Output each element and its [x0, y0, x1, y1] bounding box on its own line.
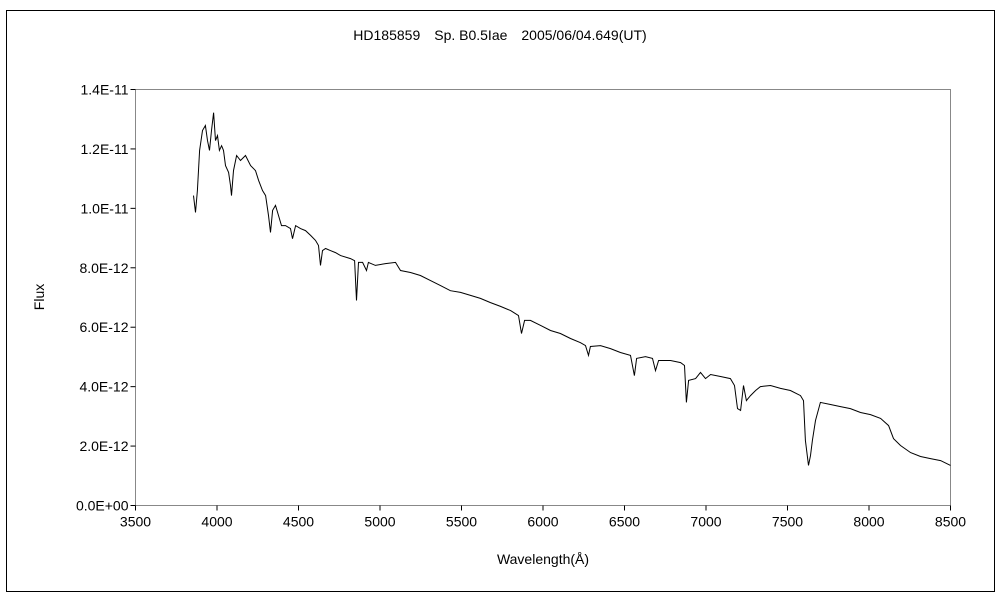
- y-tick-label: 4.0E-12: [79, 379, 128, 395]
- y-tick-label: 1.2E-11: [81, 141, 129, 157]
- x-tick-label: 7500: [772, 514, 803, 530]
- x-tick-label: 7000: [690, 514, 721, 530]
- x-tick-label: 4000: [201, 514, 232, 530]
- y-tick-label: 2.0E-12: [79, 438, 128, 454]
- y-tick-label: 0.0E+00: [76, 498, 129, 514]
- x-tick-label: 8500: [935, 514, 966, 530]
- y-tick-label: 1.0E-11: [81, 200, 129, 216]
- x-axis-label: Wavelength(Å): [497, 551, 589, 567]
- x-tick-label: 4500: [283, 514, 314, 530]
- x-axis: 3500 4000 4500 5000 5500 6000 6500 7000 7500 8000…: [120, 505, 966, 530]
- series-line-flux: [193, 112, 951, 466]
- y-tick-label: 8.0E-12: [79, 260, 128, 276]
- x-tick-label: 6000: [527, 514, 558, 530]
- y-tick-label: 1.4E-11: [81, 82, 129, 98]
- y-axis: 0.0E+00 2.0E-12 4.0E-12 6.0E-12 8.0E-12 1.0E-…: [76, 82, 136, 514]
- x-tick-label: 8000: [853, 514, 884, 530]
- chart-title: HD185859 Sp. B0.5Iae 2005/06/04.649(UT): [353, 27, 646, 43]
- y-tick-label: 6.0E-12: [79, 319, 128, 335]
- x-tick-label: 3500: [120, 514, 151, 530]
- plot-area: [135, 89, 951, 506]
- x-tick-label: 6500: [609, 514, 640, 530]
- chart-outer-border: [6, 10, 995, 592]
- x-tick-label: 5000: [364, 514, 395, 530]
- x-tick-label: 5500: [446, 514, 477, 530]
- y-axis-label: Flux: [31, 284, 47, 310]
